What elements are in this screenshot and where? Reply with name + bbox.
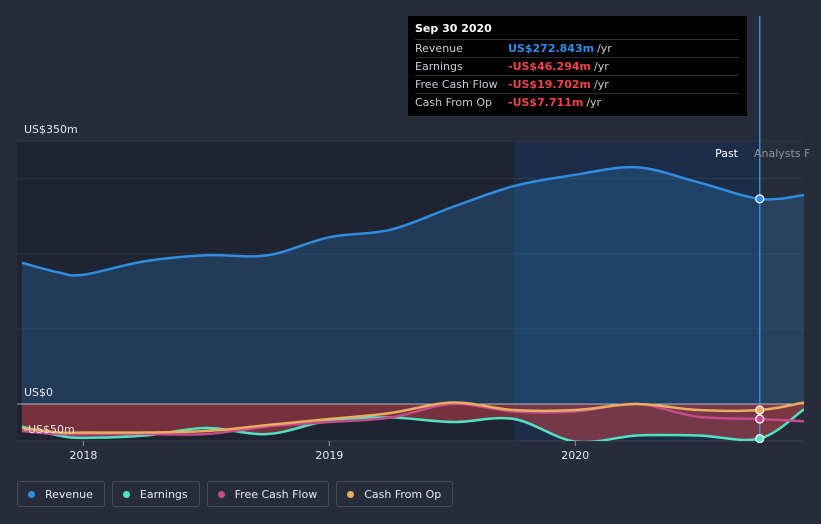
- legend-dot-icon: [28, 490, 35, 498]
- tooltip-value: -US$19.702m: [508, 78, 591, 91]
- series-areas: [21, 167, 804, 441]
- series-lines: [21, 165, 804, 441]
- y-axis-zero-label: US$0: [24, 386, 53, 399]
- highlight-period-region: [513, 141, 760, 441]
- past-label: Past: [715, 147, 739, 160]
- legend-item-cash-from-op[interactable]: Cash From Op: [336, 481, 454, 507]
- x-axis-ticks: 2018 2019 2020: [69, 441, 589, 462]
- tooltip-unit: /yr: [593, 60, 609, 73]
- tooltip-row-revenue: Revenue US$272.843m /yr: [415, 39, 739, 57]
- legend-item-earnings[interactable]: Earnings: [111, 481, 200, 507]
- tooltip-unit: /yr: [593, 78, 609, 91]
- analysts-forecast-label: Analysts F: [754, 147, 810, 160]
- earnings-marker: [755, 433, 765, 444]
- revenue-area: [21, 167, 804, 404]
- chart-legend: Revenue Earnings Free Cash Flow Cash Fro…: [17, 481, 454, 507]
- legend-label: Revenue: [45, 487, 93, 501]
- highlight-markers: [755, 194, 765, 444]
- tooltip-date: Sep 30 2020: [415, 22, 492, 35]
- tooltip-row-free-cash-flow: Free Cash Flow -US$19.702m /yr: [415, 75, 739, 93]
- x-tick-label: 2020: [561, 449, 589, 462]
- legend-dot-icon: [217, 490, 225, 498]
- y-axis-top-label: US$350m: [24, 123, 78, 136]
- free-cash-flow-line: [21, 402, 804, 436]
- legend-label: Cash From Op: [364, 487, 442, 501]
- tooltip-value: -US$46.294m: [508, 60, 591, 73]
- x-tick-label: 2019: [315, 449, 343, 462]
- tooltip-unit: /yr: [597, 42, 612, 55]
- legend-item-free-cash-flow[interactable]: Free Cash Flow: [206, 481, 330, 507]
- tooltip-row-earnings: Earnings -US$46.294m /yr: [415, 57, 739, 75]
- tooltip-value: -US$7.711m: [508, 96, 584, 109]
- tooltip-row-cash-from-op: Cash From Op -US$7.711m /yr: [415, 93, 739, 111]
- revenue-line: [21, 165, 804, 277]
- cash-from-op-marker: [755, 405, 765, 415]
- gridlines: [17, 140, 804, 442]
- tooltip-label: Revenue: [415, 42, 463, 55]
- legend-dot-icon: [122, 490, 130, 498]
- cash-from-op-line: [21, 401, 804, 435]
- negative-earnings-area: [21, 404, 804, 441]
- legend-item-revenue[interactable]: Revenue: [17, 481, 105, 507]
- tooltip-label: Earnings: [415, 60, 463, 73]
- legend-label: Earnings: [139, 487, 188, 501]
- x-tick-label: 2018: [69, 449, 97, 462]
- tooltip-unit: /yr: [586, 96, 602, 109]
- chart-canvas: US$350m US$0 -US$50m Past Analysts F 201…: [17, 16, 810, 462]
- tooltip-label: Free Cash Flow: [415, 78, 498, 91]
- legend-dot-icon: [347, 490, 355, 498]
- tooltip-value: US$272.843m: [508, 42, 595, 55]
- tooltip-label: Cash From Op: [415, 96, 493, 109]
- y-axis-bottom-label: -US$50m: [24, 423, 75, 436]
- free-cash-flow-marker: [755, 414, 765, 424]
- data-tooltip: Sep 30 2020 Revenue US$272.843m /yr Earn…: [408, 16, 747, 116]
- revenue-marker: [755, 194, 765, 204]
- legend-label: Free Cash Flow: [234, 487, 318, 501]
